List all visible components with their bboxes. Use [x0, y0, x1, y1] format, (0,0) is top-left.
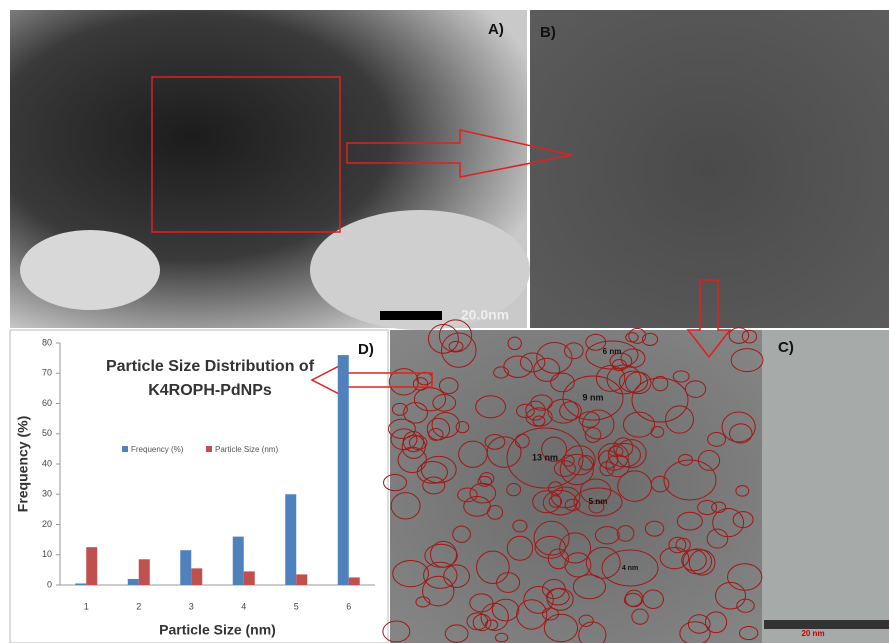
x-tick-label: 4 [241, 601, 246, 611]
circle-label: 5 nm [589, 497, 608, 506]
panel-label: A) [488, 21, 504, 38]
tem-bright-area [20, 230, 160, 310]
circle-label: 6 nm [603, 347, 622, 356]
x-tick-label: 5 [294, 601, 299, 611]
y-tick-label: 0 [47, 579, 52, 589]
scale-label: 20.0nm [461, 307, 509, 323]
panel-label: C) [778, 339, 794, 356]
y-tick-label: 40 [42, 458, 52, 468]
bar [338, 355, 349, 585]
legend-swatch [122, 446, 128, 452]
panel-label: B) [540, 24, 556, 41]
scale-label: 20 nm [801, 629, 824, 638]
y-tick-label: 70 [42, 368, 52, 378]
circle-label: 9 nm [582, 392, 603, 402]
tem-image-c-edge [762, 330, 889, 643]
bar [296, 574, 307, 585]
x-tick-label: 1 [84, 601, 89, 611]
bar [244, 571, 255, 585]
bar [139, 559, 150, 585]
y-tick-label: 20 [42, 519, 52, 529]
y-axis-label: Frequency (%) [15, 416, 31, 512]
legend-label: Frequency (%) [131, 445, 184, 454]
circle-label: 13 nm [532, 452, 558, 462]
figure-svg: 20.0nm 20 nm A) B) C) D) 6 nm 9 nm 13 nm… [0, 0, 889, 643]
bar [128, 579, 139, 585]
x-axis-label: Particle Size (nm) [159, 622, 276, 638]
bar [75, 583, 86, 585]
scale-bar [380, 311, 442, 320]
chart-title: Particle Size Distribution of K4ROPH-PdN… [95, 355, 325, 403]
y-tick-label: 10 [42, 549, 52, 559]
bar [191, 568, 202, 585]
x-tick-label: 3 [189, 601, 194, 611]
tem-image-c [390, 330, 762, 643]
figure: 20.0nm 20 nm A) B) C) D) 6 nm 9 nm 13 nm… [0, 0, 889, 643]
y-tick-label: 50 [42, 428, 52, 438]
bar [86, 547, 97, 585]
bar [285, 494, 296, 585]
bar [233, 537, 244, 585]
y-tick-label: 60 [42, 398, 52, 408]
legend-swatch [206, 446, 212, 452]
panel-label: D) [358, 341, 374, 358]
legend-label: Particle Size (nm) [215, 445, 278, 454]
scale-bar [764, 620, 889, 629]
y-tick-label: 80 [42, 337, 52, 347]
x-tick-label: 2 [136, 601, 141, 611]
circle-label: 4 nm [622, 565, 638, 572]
bar [349, 577, 360, 585]
bar [180, 550, 191, 585]
y-tick-label: 30 [42, 489, 52, 499]
x-tick-label: 6 [346, 601, 351, 611]
